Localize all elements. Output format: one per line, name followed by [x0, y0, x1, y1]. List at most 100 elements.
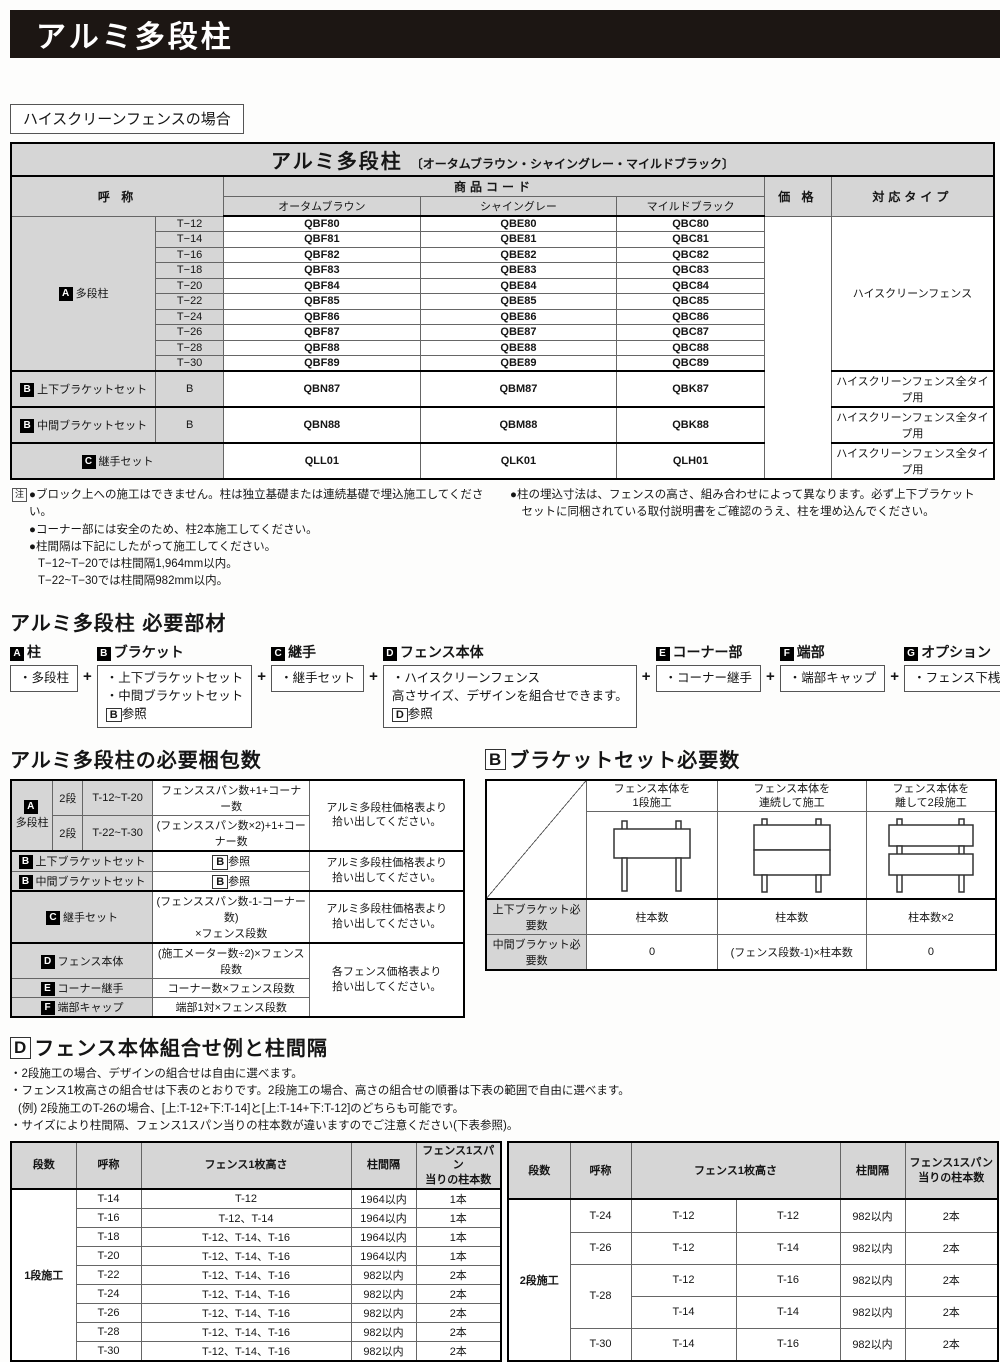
plus-sign: +: [369, 667, 378, 685]
type-cell: ハイスクリーンフェンス全タイプ用: [830, 370, 995, 408]
table-row: T−24 QBF86 QBE86 QBC86: [11, 308, 994, 325]
code-cell: QBE89: [419, 355, 618, 372]
formula-cell: フェンススパン数+1+コーナー数: [152, 779, 311, 816]
badge-b: B: [20, 419, 35, 433]
table-row: T−26 QBF87 QBE87 QBC87: [11, 324, 994, 341]
badge-c: C: [81, 455, 96, 469]
code-cell: QBC83: [616, 262, 765, 279]
table-row: A 多段柱 T−12 QBF80 QBE80 QBC80 ハイスクリーンフェンス: [10, 215, 995, 480]
bracket-heading: B ブラケットセット必要数: [485, 744, 997, 773]
plus-sign: +: [257, 667, 267, 685]
bracket-col-header: フェンス本体を 離して2段施工: [865, 779, 997, 813]
code-cell: QBN87: [223, 370, 421, 408]
table-row: 2段施工 T-24 T-12 T-12 982以内 2本: [507, 1198, 999, 1362]
packing-table: A 多段柱 2段 T-12~T-20 フェンススパン数+1+コーナー数 アルミ多段…: [10, 778, 465, 1019]
size-cell: T−22: [155, 293, 225, 310]
badge-g: G: [904, 646, 919, 661]
code-cell: QBK87: [616, 370, 765, 408]
bracket-col-header: フェンス本体を 連続して施工: [716, 779, 867, 813]
badge-d: D: [40, 955, 55, 970]
table-row: T-28 T-12 T-16 982以内 2本: [508, 1263, 999, 1329]
plus-sign: +: [766, 667, 775, 685]
group-label-cell: A 多段柱: [10, 215, 157, 372]
table-row: T−30 QBF89 QBE89 QBC89: [11, 355, 994, 372]
table-row: B 上下ブラケットセット B 参照 アルミ多段柱価格表より 拾い出してください。: [10, 849, 465, 892]
col-header-type: 対応タイプ: [830, 175, 995, 217]
size-cell: T−24: [155, 308, 225, 325]
table-row: E コーナー継手 コーナー数×フェンス段数: [10, 978, 464, 999]
table-row: T-24 T-12、T-14、T-16 982以内 2本: [11, 1284, 502, 1305]
packing-endcap-label: F 端部キャップ: [10, 997, 154, 1018]
code-cell: QBC81: [616, 231, 765, 248]
code-cell: QBC84: [616, 277, 765, 294]
code-cell: QBE85: [419, 293, 618, 310]
plus-sign: +: [641, 667, 651, 685]
table-row: [486, 811, 997, 900]
note-cell: 各フェンス価格表より 拾い出してください。: [309, 942, 465, 1018]
code-cell: QBE80: [419, 215, 618, 232]
table-row: T-16 T-12、T-14 1964以内 1本: [11, 1208, 502, 1229]
col-header-name: 呼 称: [10, 175, 225, 217]
formula-cell: (施工メーター数÷2)×フェンス段数: [152, 942, 311, 980]
table-row: T-28 T-12、T-14、T-16 982以内 2本: [11, 1322, 502, 1343]
size-cell: T−26: [155, 324, 225, 341]
formula-cell: B 参照: [152, 870, 311, 892]
section-badge-b: B: [485, 748, 507, 771]
table-row: 1段施工 T-14 T-12 1964以内 1本: [10, 1188, 502, 1362]
table-row: T-18 T-12、T-14、T-16 1964以内 1本: [11, 1227, 502, 1248]
note-cell: アルミ多段柱価格表より 拾い出してください。: [309, 779, 465, 852]
code-cell: QBF89: [223, 355, 421, 372]
packing-post-label: A 多段柱: [10, 779, 54, 852]
size-cell: T−16: [155, 246, 225, 263]
stage-label: 1段施工: [10, 1188, 77, 1362]
col-header-code: 商品コード: [223, 175, 765, 197]
badge-b: B: [96, 646, 111, 661]
packing-fence-label: D フェンス本体: [10, 942, 154, 980]
table-header-row: 段数 呼称 フェンス1枚高さ 柱間隔 フェンス1スパン 当りの柱本数: [507, 1141, 999, 1200]
size-cell: T−30: [155, 355, 225, 372]
bracket-set-label: B 中間ブラケットセット: [10, 406, 157, 444]
bracket-row-label: 上下ブラケット必要数: [485, 898, 588, 936]
packing-joint-label: C 継手セット: [10, 890, 154, 944]
badge-e: E: [40, 982, 55, 997]
badge-f: F: [779, 646, 794, 661]
combo-tables: 段数 呼称 フェンス1枚高さ 柱間隔 フェンス1スパン 当りの柱本数 1段施工 T…: [10, 1141, 1000, 1362]
part-end: F 端部 ・端部キャップ: [779, 642, 886, 692]
badge-d: D: [382, 646, 397, 661]
combo-heading: D フェンス本体組合せ例と柱間隔: [10, 1032, 1000, 1061]
bracket-table: フェンス本体を 1段施工 フェンス本体を 連続して施工 フェンス本体を 離して2…: [485, 778, 997, 972]
code-cell: QBK88: [616, 406, 765, 444]
badge-b: B: [18, 874, 33, 889]
notes-section: 注 ●ブロック上への施工はできません。柱は独立基礎または連続基礎で埋込施工してく…: [12, 487, 1000, 591]
double-stage-table: 段数 呼称 フェンス1枚高さ 柱間隔 フェンス1スパン 当りの柱本数 2段施工 T…: [507, 1141, 999, 1362]
table-title-note: 〔オータムブラウン・シャイングレー・マイルドブラック〕: [410, 157, 735, 171]
table-row: T-26 T-12、T-14、T-16 982以内 2本: [11, 1303, 502, 1324]
badge-c: C: [271, 646, 286, 661]
formula-cell: B 参照: [152, 849, 311, 872]
table-row: T−28 QBF88 QBE88 QBC88: [11, 339, 994, 356]
table-row: フェンス本体を 1段施工 フェンス本体を 連続して施工 フェンス本体を 離して2…: [485, 779, 997, 900]
packing-corner-label: E コーナー継手: [10, 978, 154, 999]
ref-badge-b: B: [105, 707, 122, 723]
bracket-col-header: フェンス本体を 1段施工: [586, 779, 718, 813]
code-cell: QBC80: [616, 215, 765, 232]
table-row: C 継手セット (フェンススパン数-1-コーナー数) ×フェンス段数 アルミ多段柱…: [10, 890, 465, 944]
combo-notes: ・2段施工の場合、デザインの組合せは自由に選べます。 ・フェンス1枚高さの組合せ…: [10, 1068, 630, 1132]
note-line: ●コーナー部には安全のため、柱2本施工してください。: [29, 523, 318, 536]
ref-badge-b: B: [212, 874, 229, 890]
single-stage-table: 段数 呼称 フェンス1枚高さ 柱間隔 フェンス1スパン 当りの柱本数 1段施工 T…: [10, 1141, 502, 1362]
table-row: 中間ブラケット必要数 0 (フェンス段数-1)×柱本数 0: [485, 934, 997, 971]
bracket-row-label: 中間ブラケット必要数: [485, 934, 588, 971]
code-cell: QBC86: [616, 308, 765, 325]
table-title-row: アルミ多段柱 〔オータムブラウン・シャイングレー・マイルドブラック〕: [10, 142, 995, 177]
code-cell: QBF88: [223, 339, 421, 356]
price-cell-empty: [763, 215, 832, 480]
code-cell: QBN88: [223, 406, 421, 444]
table-row: D フェンス本体 (施工メーター数÷2)×フェンス段数 各フェンス価格表より 拾い…: [10, 942, 465, 1018]
bracket-count-block: B ブラケットセット必要数 フェンス本体を 1段施工 フェンス本体を 連続して施工…: [485, 744, 997, 1018]
code-cell: QBC82: [616, 246, 765, 263]
code-cell: QLL01: [223, 442, 421, 480]
code-cell: QBE83: [419, 262, 618, 279]
table-row: T−22 QBF85 QBE85 QBC85: [11, 293, 994, 310]
